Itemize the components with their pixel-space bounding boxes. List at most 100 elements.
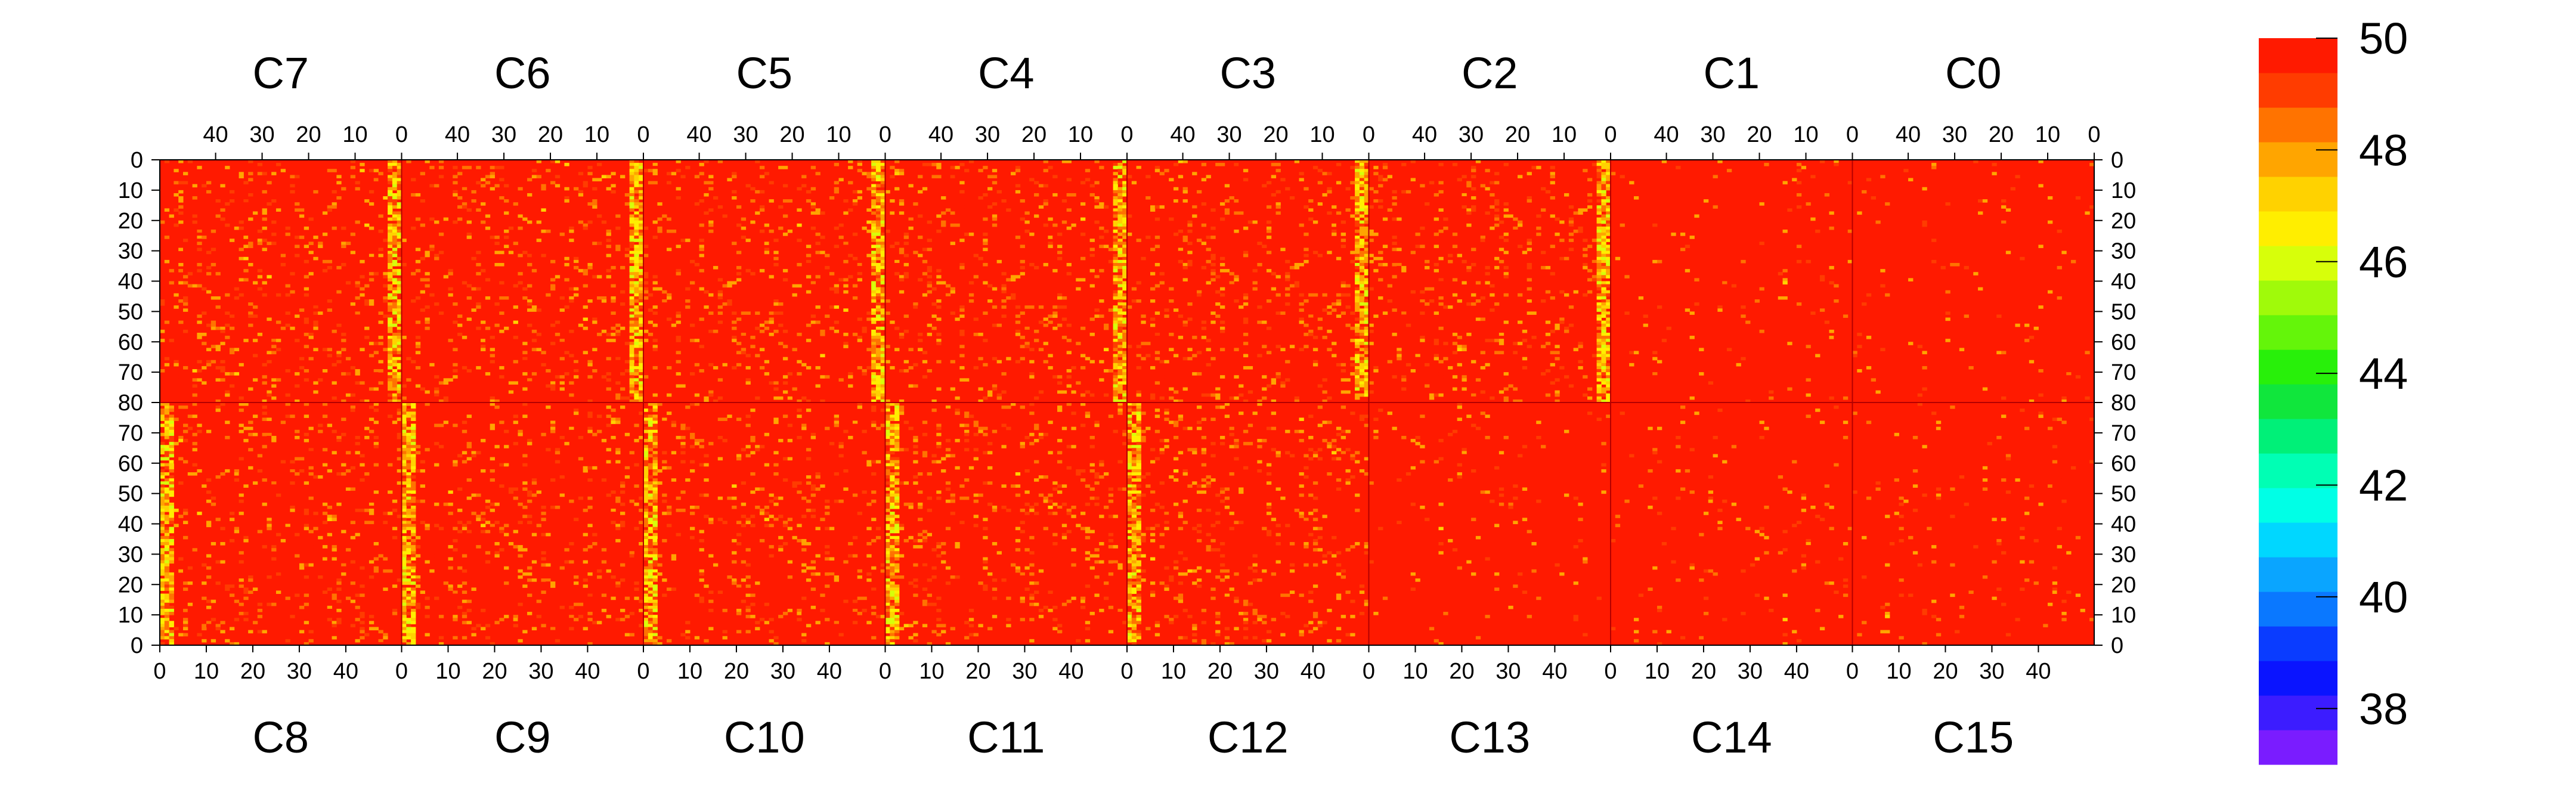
heatmap-cell [806, 509, 812, 512]
heatmap-cell [829, 575, 835, 579]
heatmap-cell [383, 299, 388, 303]
heatmap-cell [918, 332, 923, 336]
heatmap-cell [611, 190, 616, 194]
heatmap-cell [1122, 332, 1128, 336]
heatmap-cell [160, 642, 165, 646]
heatmap-cell [443, 420, 448, 425]
heatmap-cell [1038, 256, 1044, 261]
heatmap-cell [689, 402, 695, 406]
heatmap-cell [373, 542, 379, 546]
heatmap-cell [160, 302, 165, 306]
heatmap-cell [843, 469, 849, 473]
heatmap-cell [169, 423, 174, 428]
heatmap-cell [527, 521, 532, 524]
heatmap-cell [852, 296, 858, 300]
heatmap-cell [248, 172, 253, 175]
heatmap-cell [852, 202, 858, 206]
heatmap-cell [466, 608, 472, 612]
heatmap-cell [220, 208, 225, 212]
heatmap-cell [941, 196, 946, 200]
heatmap-cell [369, 354, 374, 358]
heatmap-cell [885, 451, 890, 454]
heatmap-cell [1122, 244, 1128, 249]
heatmap-cell [160, 329, 165, 333]
heatmap-cell [392, 293, 398, 297]
heatmap-cell [745, 269, 751, 273]
heatmap-cell [834, 414, 840, 418]
heatmap-cell [894, 411, 900, 415]
heatmap-cell [1122, 193, 1128, 197]
heatmap-cell [411, 499, 416, 503]
heatmap-cell [239, 584, 244, 588]
heatmap-cell [267, 360, 272, 364]
heatmap-cell [160, 487, 165, 491]
heatmap-cell [304, 293, 309, 297]
heatmap-cell [871, 311, 877, 315]
heatmap-cell [336, 472, 342, 476]
heatmap-cell [652, 563, 658, 567]
heatmap-cell [457, 332, 463, 336]
heatmap-cell [955, 317, 960, 321]
heatmap-cell [852, 332, 858, 336]
heatmap-cell [862, 369, 867, 373]
heatmap-cell [1001, 293, 1007, 297]
heatmap-cell [574, 411, 579, 415]
heatmap-cell [736, 612, 742, 615]
heatmap-cell [536, 175, 541, 179]
heatmap-cell [1034, 329, 1039, 333]
heatmap-cell [1108, 160, 1114, 163]
heatmap-cell [648, 481, 654, 485]
heatmap-cell [894, 621, 900, 624]
heatmap-cell [411, 566, 416, 570]
heatmap-cell [662, 499, 667, 503]
heatmap-cell [169, 439, 174, 442]
heatmap-cell [806, 542, 812, 546]
heatmap-cell [671, 181, 677, 185]
heatmap-cell [927, 393, 932, 397]
heatmap-cell [415, 342, 421, 345]
heatmap-cell [871, 590, 877, 595]
heatmap-cell [373, 272, 379, 275]
heatmap-cell [624, 360, 630, 364]
heatmap-cell [890, 432, 895, 436]
heatmap-cell [629, 369, 634, 373]
heatmap-cell [1057, 250, 1063, 255]
heatmap-cell [518, 602, 523, 606]
heatmap-cell [959, 266, 965, 270]
heatmap-cell [420, 223, 425, 227]
heatmap-cell [1066, 272, 1072, 275]
heatmap-cell [574, 259, 579, 264]
heatmap-cell [680, 423, 686, 428]
heatmap-cell [880, 208, 886, 212]
heatmap-cell [959, 293, 965, 297]
heatmap-cell [187, 320, 193, 324]
heatmap-cell [634, 381, 639, 385]
heatmap-cell [866, 187, 872, 191]
heatmap-cell [462, 524, 467, 528]
heatmap-cell [880, 308, 886, 312]
heatmap-cell [736, 223, 742, 227]
heatmap-cell [364, 299, 370, 303]
heatmap-cell [322, 348, 328, 352]
heatmap-cell [1001, 390, 1007, 394]
heatmap-cell [1006, 208, 1011, 212]
heatmap-cell [215, 627, 221, 631]
heatmap-cell [383, 512, 388, 515]
heatmap-cell [885, 505, 890, 509]
heatmap-cell [327, 423, 333, 428]
heatmap-cell [880, 296, 886, 300]
heatmap-cell [1034, 193, 1039, 197]
heatmap-cell [406, 612, 411, 615]
heatmap-cell [639, 281, 644, 285]
heatmap-cell [443, 381, 448, 385]
heatmap-cell [968, 281, 974, 285]
heatmap-cell [903, 230, 909, 233]
heatmap-cell [164, 490, 170, 494]
heatmap-cell [275, 378, 281, 382]
heatmap-cell [1061, 272, 1067, 275]
heatmap-cell [1020, 230, 1025, 233]
heatmap-cell [890, 460, 895, 464]
heatmap-cell [275, 590, 281, 595]
heatmap-cell [639, 226, 644, 230]
heatmap-cell [169, 612, 174, 615]
